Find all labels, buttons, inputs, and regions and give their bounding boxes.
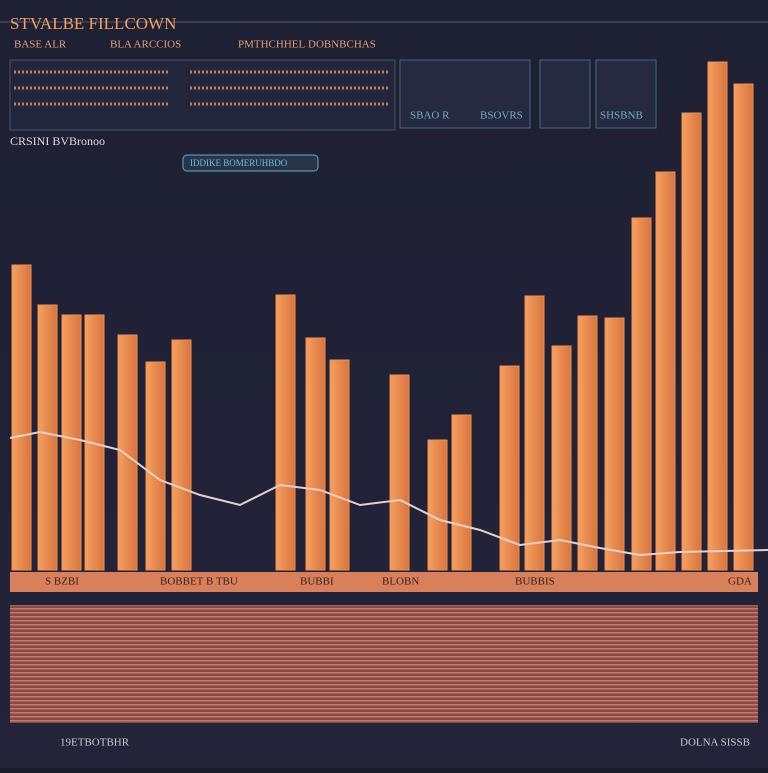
app-title: STVALBE FILLCOWN — [10, 14, 176, 33]
bar — [427, 439, 448, 571]
bar — [524, 295, 545, 571]
panel-label: SHSBNB — [600, 110, 643, 122]
bar — [305, 337, 326, 571]
bar — [499, 365, 520, 571]
bar — [631, 217, 652, 571]
stat-panel[interactable] — [595, 59, 657, 129]
bar — [37, 304, 58, 571]
bars — [11, 61, 754, 571]
badge[interactable] — [182, 154, 319, 172]
stat-panel[interactable] — [539, 59, 591, 129]
heatmap-panel — [10, 605, 758, 723]
tab[interactable]: PMTHCHHEL — [238, 39, 306, 51]
strip-labels: S BZBI BOBBET B TBU BUBBI BLOBN BUBBIS G… — [45, 576, 752, 588]
bar — [655, 171, 676, 571]
bar — [329, 359, 350, 571]
bar — [604, 317, 625, 571]
bar — [275, 294, 296, 571]
bar — [551, 345, 572, 571]
tab[interactable]: BASE ALR — [14, 39, 67, 51]
panel-label: BSOVRS — [480, 110, 523, 122]
stat-panel[interactable] — [399, 59, 531, 129]
bar — [733, 83, 754, 571]
panel-text-lines — [14, 70, 390, 106]
section-label: CRSINI BVBronoo — [10, 134, 105, 148]
strip-label: BLOBN — [382, 576, 419, 588]
bar — [171, 339, 192, 571]
bar — [707, 61, 728, 571]
strip-label: S BZBI — [45, 576, 79, 588]
bar — [577, 315, 598, 571]
bar — [451, 414, 472, 571]
strip-label: BOBBET B TBU — [160, 576, 238, 588]
strip-label: GDA — [728, 576, 752, 588]
trend-line — [9, 430, 768, 557]
bar — [681, 112, 702, 571]
badge-text: IDDIKE BOMERUHBDO — [190, 158, 288, 168]
bar — [145, 361, 166, 571]
bar — [389, 374, 410, 571]
tab[interactable]: DOBNBCHAS — [308, 39, 376, 51]
strip-label: BUBBI — [300, 576, 334, 588]
panel-label: SBAO R — [410, 110, 450, 122]
bar — [84, 314, 105, 571]
bar — [61, 314, 82, 571]
strip-label: BUBBIS — [515, 576, 555, 588]
tab[interactable]: BLA ARCCIOS — [110, 39, 181, 51]
footer-right: DOLNA SISSB — [680, 737, 750, 749]
bar — [117, 334, 138, 571]
tabs: BASE ALR BLA ARCCIOS PMTHCHHEL DOBNBCHAS — [14, 39, 376, 51]
footer-left: 19ETBOTBHR — [60, 737, 130, 749]
bar — [11, 264, 32, 571]
axis-strip — [10, 572, 758, 592]
